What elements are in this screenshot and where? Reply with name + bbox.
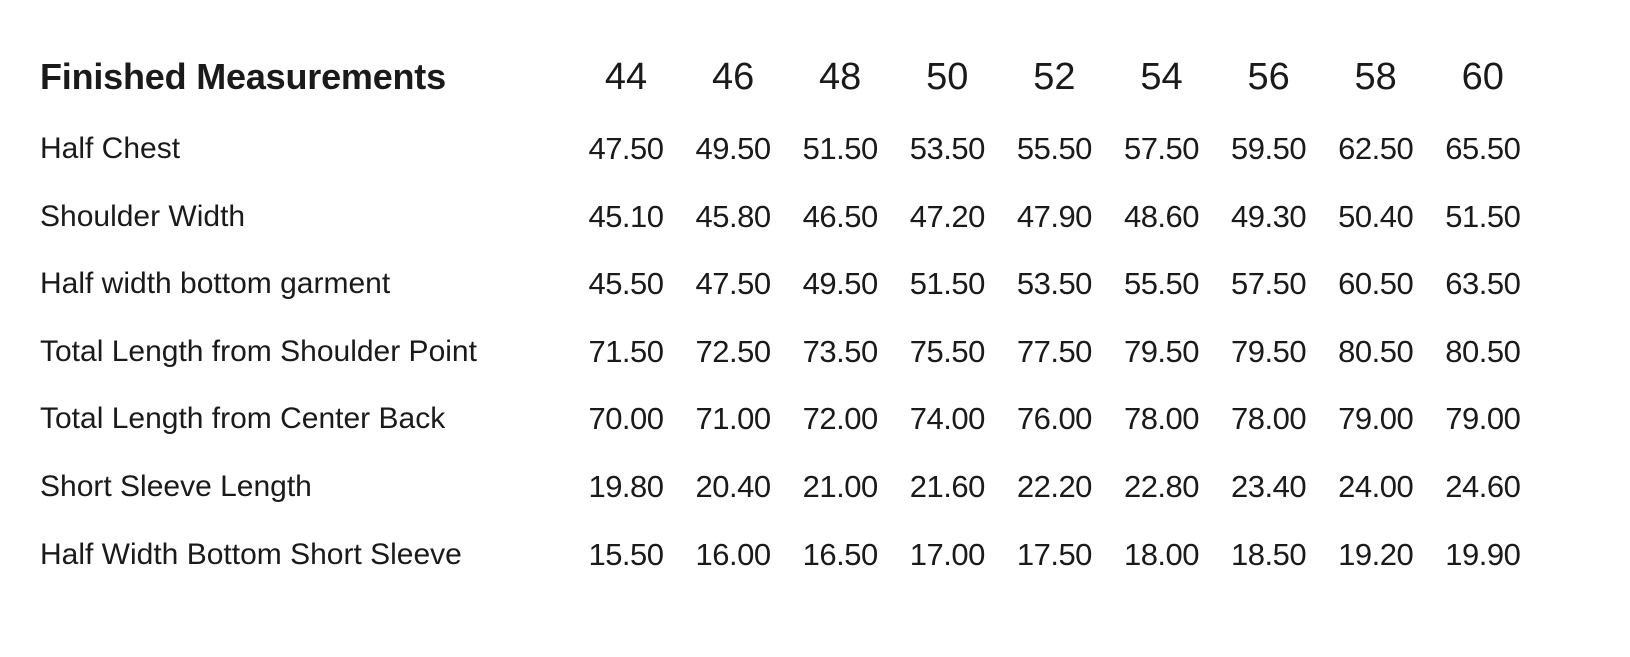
measurement-cell: 16.00 xyxy=(695,536,772,572)
measurement-cell: 71.00 xyxy=(695,401,772,437)
measurement-cell: 45.80 xyxy=(695,198,772,234)
measurement-cell: 74.00 xyxy=(909,401,986,437)
size-header: 60 xyxy=(1461,56,1504,98)
size-header: 58 xyxy=(1354,56,1397,98)
measurement-cell: 49.50 xyxy=(695,131,772,166)
size-header: 56 xyxy=(1247,56,1290,98)
measurement-cell: 72.50 xyxy=(695,333,772,369)
measurement-cell: 78.00 xyxy=(1123,401,1200,437)
size-header: 44 xyxy=(604,56,648,98)
measurement-cell: 79.00 xyxy=(1338,401,1414,437)
measurement-cell: 17.50 xyxy=(1016,536,1093,572)
row-label: Half Width Bottom Short Sleeve xyxy=(40,537,462,571)
measurement-cell: 77.50 xyxy=(1016,333,1093,369)
measurement-cell: 51.50 xyxy=(1445,198,1521,234)
measurement-cell: 51.50 xyxy=(909,266,986,302)
measurement-cell: 47.20 xyxy=(909,198,986,234)
measurement-cell: 21.00 xyxy=(802,469,879,504)
measurement-cell: 62.50 xyxy=(1338,131,1414,166)
row-label: Short Sleeve Length xyxy=(40,470,312,503)
measurement-cell: 79.00 xyxy=(1445,401,1521,437)
measurement-cell: 22.20 xyxy=(1016,469,1093,504)
row-label: Half Chest xyxy=(40,132,181,165)
measurement-cell: 18.50 xyxy=(1231,536,1307,572)
size-header: 46 xyxy=(711,56,755,98)
measurement-cell: 72.00 xyxy=(802,401,879,437)
measurement-cell: 78.00 xyxy=(1231,401,1307,437)
measurement-cell: 46.50 xyxy=(802,198,879,234)
measurement-cell: 53.50 xyxy=(1016,266,1093,302)
measurement-cell: 63.50 xyxy=(1445,266,1521,302)
measurement-cell: 80.50 xyxy=(1338,333,1414,369)
measurement-cell: 79.50 xyxy=(1231,333,1307,369)
measurement-cell: 47.50 xyxy=(695,266,772,302)
measurement-cell: 57.50 xyxy=(1231,266,1307,302)
measurement-cell: 70.00 xyxy=(588,401,664,437)
measurement-cell: 53.50 xyxy=(909,131,986,166)
measurement-cell: 16.50 xyxy=(802,536,879,572)
measurement-cell: 59.50 xyxy=(1231,131,1307,166)
measurement-cell: 49.50 xyxy=(802,266,879,302)
measurement-cell: 55.50 xyxy=(1123,266,1200,302)
measurement-cell: 80.50 xyxy=(1445,333,1521,369)
measurement-cell: 18.00 xyxy=(1123,536,1200,572)
measurement-cell: 60.50 xyxy=(1338,266,1414,302)
measurement-cell: 45.10 xyxy=(588,198,664,234)
measurement-cell: 73.50 xyxy=(802,333,879,369)
row-label: Shoulder Width xyxy=(40,199,246,233)
size-header: 52 xyxy=(1033,56,1076,98)
measurement-cell: 50.40 xyxy=(1338,198,1414,234)
measurement-cell: 24.00 xyxy=(1338,469,1414,504)
measurement-cell: 47.90 xyxy=(1016,198,1093,234)
measurement-cell: 76.00 xyxy=(1016,401,1093,437)
row-label: Half width bottom garment xyxy=(40,267,391,301)
measurement-cell: 21.60 xyxy=(909,469,986,504)
measurement-cell: 15.50 xyxy=(588,536,664,572)
measurement-cell: 45.50 xyxy=(588,266,664,302)
measurement-cell: 51.50 xyxy=(802,131,879,166)
measurement-cell: 19.20 xyxy=(1338,536,1414,572)
measurement-cell: 49.30 xyxy=(1231,198,1307,234)
measurement-cell: 48.60 xyxy=(1123,198,1200,234)
measurement-cell: 24.60 xyxy=(1445,469,1521,504)
measurement-cell: 47.50 xyxy=(588,131,664,166)
measurement-cell: 57.50 xyxy=(1123,131,1200,166)
row-label: Total Length from Shoulder Point xyxy=(40,334,477,368)
measurement-cell: 79.50 xyxy=(1123,333,1200,369)
measurement-cell: 20.40 xyxy=(695,469,772,504)
table-title: Finished Measurements xyxy=(40,56,446,97)
measurement-cell: 71.50 xyxy=(588,333,664,369)
measurement-cell: 55.50 xyxy=(1016,131,1093,166)
measurement-cell: 75.50 xyxy=(909,333,986,369)
size-header: 48 xyxy=(819,56,862,98)
measurement-cell: 17.00 xyxy=(909,536,986,572)
measurement-cell: 19.90 xyxy=(1445,536,1521,572)
row-label: Total Length from Center Back xyxy=(40,402,446,436)
size-header: 54 xyxy=(1140,56,1183,98)
measurement-cell: 23.40 xyxy=(1231,469,1307,504)
measurement-cell: 65.50 xyxy=(1445,131,1521,166)
measurement-cell: 19.80 xyxy=(588,469,664,504)
measurement-cell: 22.80 xyxy=(1123,469,1200,504)
size-header: 50 xyxy=(926,56,969,98)
